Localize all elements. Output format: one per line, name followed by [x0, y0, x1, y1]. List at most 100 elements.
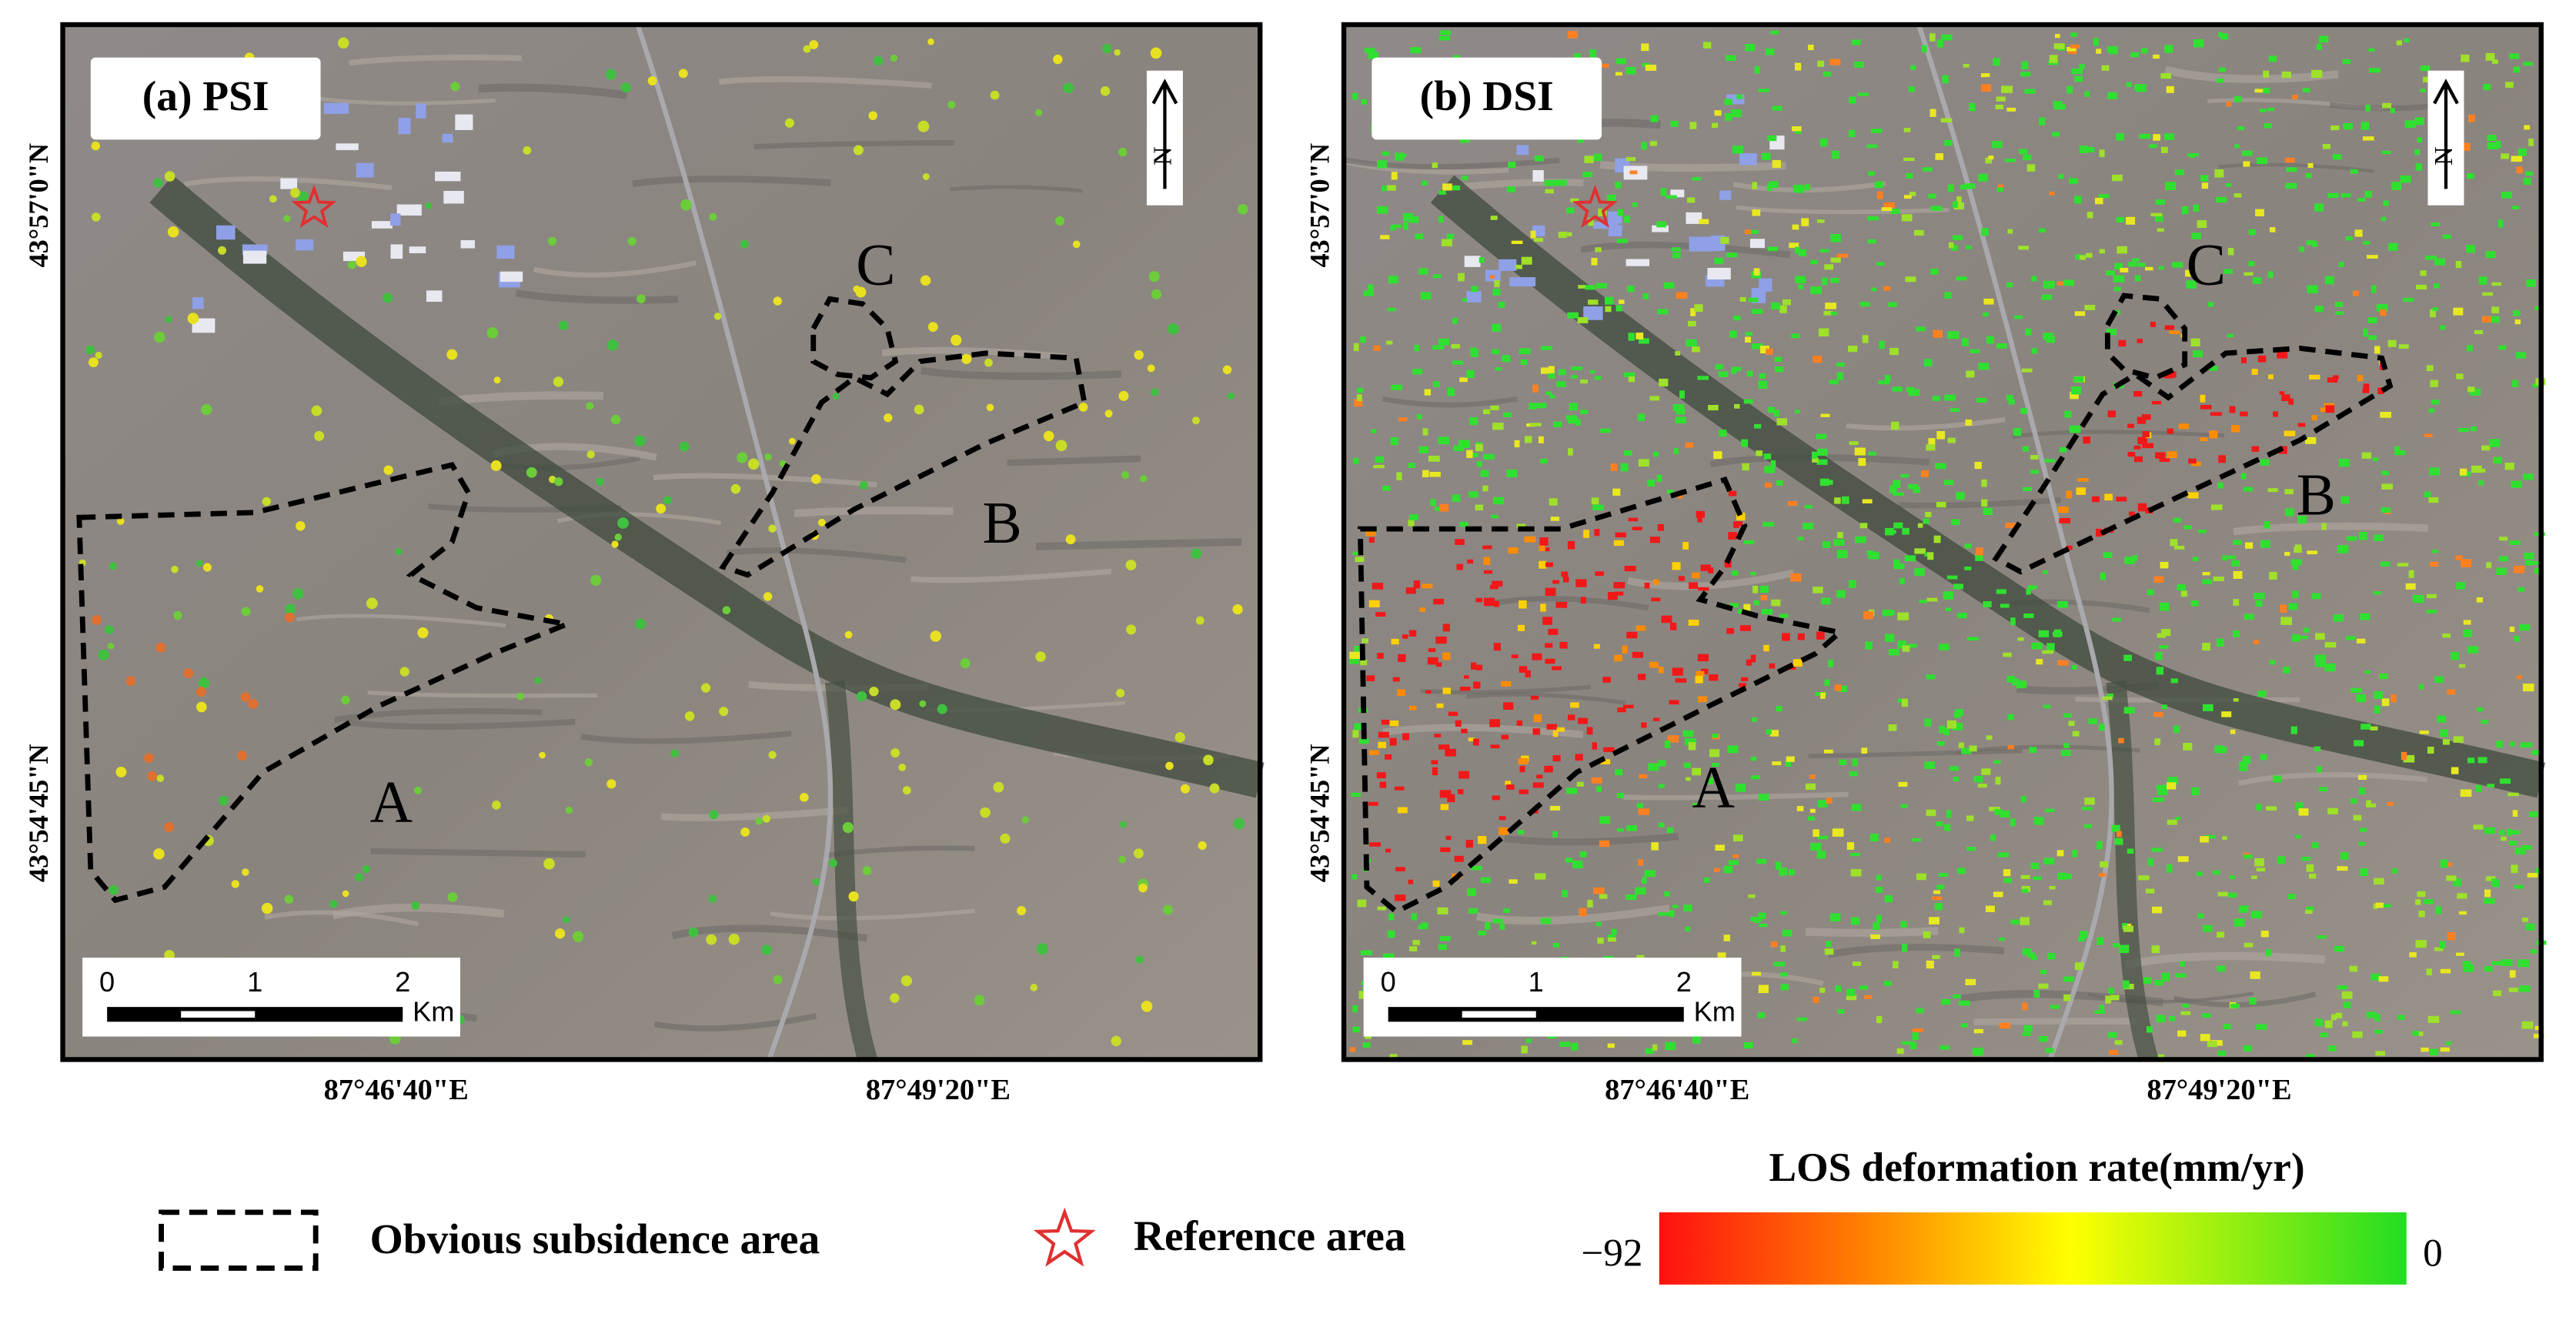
deformation-point [1739, 625, 1751, 631]
deformation-point [1481, 877, 1491, 884]
deformation-point [2354, 229, 2363, 237]
deformation-point [1745, 336, 1751, 343]
deformation-point [1746, 370, 1753, 377]
deformation-point [1372, 583, 1384, 590]
deformation-point [2202, 579, 2212, 584]
deformation-point [2340, 852, 2349, 860]
deformation-point [1650, 115, 1659, 122]
deformation-point [1752, 209, 1761, 216]
deformation-point [2043, 900, 2052, 905]
deformation-point [1544, 765, 1553, 773]
deformation-point [1780, 911, 1787, 915]
deformation-point [1352, 1005, 1358, 1013]
deformation-point [2458, 664, 2466, 668]
deformation-point [2064, 410, 2072, 418]
deformation-point [1692, 177, 1702, 181]
deformation-point [1595, 283, 1607, 289]
deformation-point [1539, 560, 1547, 569]
deformation-point [1931, 896, 1943, 901]
deformation-point [2228, 892, 2237, 898]
deformation-point [2434, 676, 2444, 684]
deformation-point [171, 566, 179, 573]
deformation-point [1412, 940, 1420, 945]
deformation-point [2233, 540, 2242, 545]
deformation-point [1839, 759, 1847, 765]
deformation-point [2377, 387, 2384, 395]
scale-label: 0 [99, 966, 115, 998]
terrain-ridge [1382, 724, 1584, 739]
deformation-point [1409, 514, 1418, 520]
deformation-point [1519, 348, 1531, 355]
deformation-point [1562, 890, 1568, 898]
building [1466, 291, 1482, 303]
deformation-point [2314, 746, 2321, 752]
deformation-point [2263, 70, 2270, 78]
deformation-point [2130, 52, 2140, 58]
deformation-point [1599, 816, 1611, 824]
deformation-point [1767, 246, 1779, 252]
deformation-point [1652, 1044, 1658, 1051]
deformation-point [2006, 107, 2016, 112]
deformation-point [2155, 452, 2166, 459]
deformation-point [1953, 776, 1960, 781]
deformation-point [2000, 603, 2010, 608]
deformation-point [2242, 756, 2251, 764]
deformation-point [1635, 333, 1644, 339]
deformation-point [2200, 405, 2212, 410]
deformation-point [1808, 45, 1814, 51]
deformation-point [2477, 757, 2487, 764]
deformation-point [2341, 991, 2353, 999]
deformation-point [285, 603, 296, 615]
deformation-point [1392, 677, 1400, 682]
deformation-point [2312, 842, 2319, 849]
deformation-point [1962, 338, 1969, 346]
deformation-point [2084, 797, 2095, 805]
deformation-point [2363, 241, 2371, 245]
deformation-point [1752, 343, 1763, 349]
deformation-point [1679, 390, 1686, 399]
deformation-point [2287, 894, 2296, 900]
deformation-point [1368, 750, 1379, 755]
deformation-point [1914, 548, 1926, 554]
deformation-point [1489, 719, 1501, 727]
deformation-point [1964, 543, 1972, 549]
deformation-point [107, 643, 115, 650]
deformation-point [1536, 774, 1543, 779]
deformation-point [2484, 966, 2493, 972]
deformation-point [1771, 302, 1780, 310]
terrain-ridge [718, 75, 932, 89]
road [635, 23, 834, 1061]
deformation-point [1763, 453, 1772, 460]
deformation-point [1789, 242, 1799, 249]
deformation-point [116, 517, 125, 525]
deformation-point [2005, 523, 2016, 528]
deformation-point [2440, 1047, 2450, 1052]
scale-label: 1 [247, 966, 262, 998]
deformation-point [1775, 861, 1782, 870]
deformation-point [2192, 557, 2199, 562]
deformation-point [1649, 661, 1659, 668]
deformation-point [2209, 430, 2218, 439]
deformation-point [1432, 767, 1438, 776]
deformation-point [1532, 653, 1542, 660]
deformation-point [1457, 789, 1464, 794]
deformation-point [1463, 675, 1469, 679]
deformation-point [1432, 274, 1442, 279]
deformation-point [1520, 359, 1528, 365]
deformation-point [1698, 587, 1709, 591]
deformation-point [292, 588, 304, 600]
deformation-point [1807, 816, 1815, 821]
deformation-point [1539, 537, 1549, 546]
deformation-point [1505, 781, 1511, 786]
deformation-point [1758, 985, 1769, 994]
deformation-point [1575, 754, 1583, 761]
building [409, 246, 426, 253]
terrain-ridge [632, 176, 831, 188]
deformation-point [2186, 280, 2197, 289]
deformation-point [1750, 757, 1757, 761]
deformation-point [1666, 195, 1677, 199]
deformation-point [1912, 838, 1921, 842]
deformation-point [2359, 787, 2366, 795]
deformation-point [1658, 760, 1666, 767]
